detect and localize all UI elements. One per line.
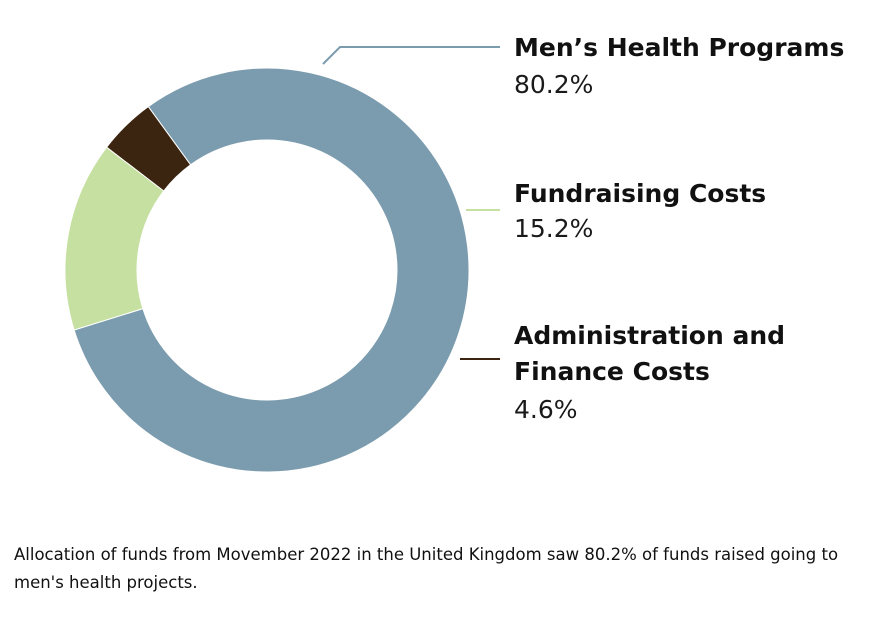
chart-caption: Allocation of funds from Movember 2022 i…	[14, 545, 839, 592]
category-name: Finance Costs	[514, 357, 710, 386]
slice-administration-and-finance-costs	[105, 105, 192, 192]
donut-slices	[64, 67, 470, 473]
category-name: Men’s Health Programs	[514, 33, 844, 62]
leader-lines	[322, 46, 500, 360]
leader-line-men-s-health-programs	[322, 46, 500, 65]
slice-labels: Men’s Health Programs 80.2% Fundraising Co…	[514, 33, 844, 424]
label-fundraising-costs: Fundraising Costs 15.2%	[514, 179, 766, 243]
category-name: Administration and	[514, 321, 785, 350]
category-value: 80.2%	[514, 70, 593, 99]
category-name: Fundraising Costs	[514, 179, 766, 208]
donut-chart: Men’s Health Programs 80.2% Fundraising Co…	[64, 33, 844, 473]
slice-men-s-health-programs	[73, 67, 470, 473]
category-value: 4.6%	[514, 395, 578, 424]
label-administration-and-finance-costs: Administration and Finance Costs 4.6%	[514, 321, 785, 424]
label-men-s-health-programs: Men’s Health Programs 80.2%	[514, 33, 844, 99]
category-value: 15.2%	[514, 214, 593, 243]
